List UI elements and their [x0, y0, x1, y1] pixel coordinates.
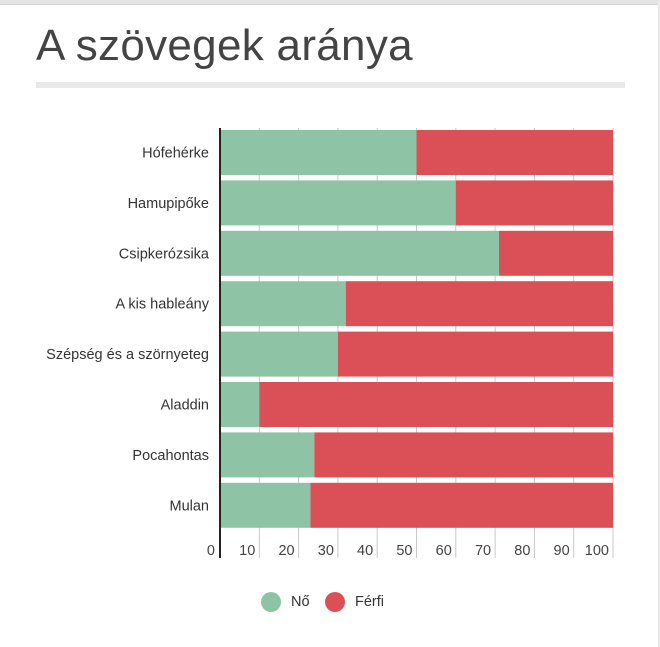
- legend-swatch: [261, 592, 281, 612]
- legend-label: Nő: [291, 594, 310, 610]
- x-tick-label: 80: [514, 543, 530, 559]
- category-label: Hamupipőke: [128, 196, 209, 212]
- bar-segment: [259, 382, 613, 427]
- x-tick-label: 60: [436, 543, 452, 559]
- x-tick-label: 30: [318, 543, 334, 559]
- category-label: A kis hableány: [115, 297, 209, 313]
- x-tick-label: 100: [585, 543, 609, 559]
- bar-segment: [416, 130, 613, 175]
- legend-item: Nő: [261, 590, 310, 614]
- chart-title: A szövegek aránya: [36, 21, 413, 70]
- x-tick-label: 40: [357, 543, 373, 559]
- bar-segment: [345, 281, 613, 327]
- category-label: Mulan: [170, 498, 210, 514]
- window-right-border: [658, 0, 660, 647]
- bar-segment: [220, 432, 315, 478]
- bar-segment: [220, 382, 260, 427]
- category-label: Csipkerózsika: [119, 246, 210, 262]
- bar-segment: [220, 130, 417, 175]
- window-top-border: [0, 0, 660, 5]
- bar-segment: [455, 180, 613, 226]
- category-label: Aladdin: [161, 398, 209, 414]
- legend-label: Férfi: [355, 594, 384, 610]
- bar-segment: [220, 180, 456, 226]
- bar-segment: [310, 482, 613, 528]
- x-tick-labels: 0 10 20 30 40 50 60 70 80 90 100: [207, 543, 609, 559]
- x-tick-label: 70: [475, 543, 491, 559]
- bar-segment: [314, 432, 613, 478]
- x-tick-label: 50: [396, 543, 412, 559]
- stacked-bar-chart: Hófehérke Hamupipőke Csipkerózsika A kis ha…: [46, 128, 614, 559]
- x-tick-label: 10: [239, 543, 255, 559]
- bars: [220, 130, 613, 528]
- legend-item: Férfi: [325, 590, 384, 614]
- legend-swatch: [325, 592, 345, 612]
- bar-segment: [220, 230, 500, 276]
- bar-segment: [499, 230, 613, 276]
- legend: Nő Férfi: [0, 590, 660, 614]
- x-tick-label: 0: [207, 543, 215, 559]
- bar-segment: [337, 331, 613, 377]
- x-tick-label: 90: [554, 543, 570, 559]
- category-labels: Hófehérke Hamupipőke Csipkerózsika A kis ha…: [46, 146, 210, 515]
- category-label: Hófehérke: [142, 146, 209, 162]
- title-divider: [36, 82, 625, 88]
- x-tick-label: 20: [278, 543, 294, 559]
- bar-segment: [220, 331, 338, 377]
- bar-segment: [220, 281, 346, 327]
- category-label: Szépség és a szörnyeteg: [46, 347, 209, 363]
- category-label: Pocahontas: [132, 448, 209, 464]
- bar-segment: [220, 482, 311, 528]
